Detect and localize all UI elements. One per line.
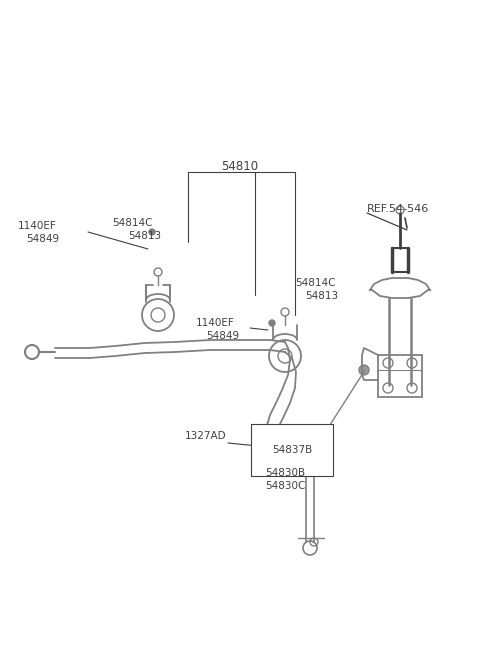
Text: 54813: 54813: [305, 291, 338, 301]
Text: 54849: 54849: [26, 234, 59, 244]
Text: 54837B: 54837B: [272, 445, 312, 455]
Text: REF.54-546: REF.54-546: [367, 204, 429, 214]
Text: 1140EF: 1140EF: [196, 318, 235, 328]
Circle shape: [359, 365, 369, 375]
Text: 1327AD: 1327AD: [185, 431, 227, 441]
Text: 54814C: 54814C: [295, 278, 336, 288]
Bar: [378, 355, 422, 397]
Text: 1140EF: 1140EF: [18, 221, 57, 231]
Text: 54849: 54849: [206, 331, 239, 341]
Text: 54838: 54838: [252, 431, 285, 441]
Circle shape: [269, 320, 275, 326]
Text: 54830C: 54830C: [265, 481, 305, 491]
Text: 54810: 54810: [221, 160, 259, 173]
Text: 54814C: 54814C: [112, 218, 153, 228]
Text: 54813: 54813: [128, 231, 161, 241]
Text: 54830B: 54830B: [265, 468, 305, 478]
Circle shape: [149, 229, 155, 235]
